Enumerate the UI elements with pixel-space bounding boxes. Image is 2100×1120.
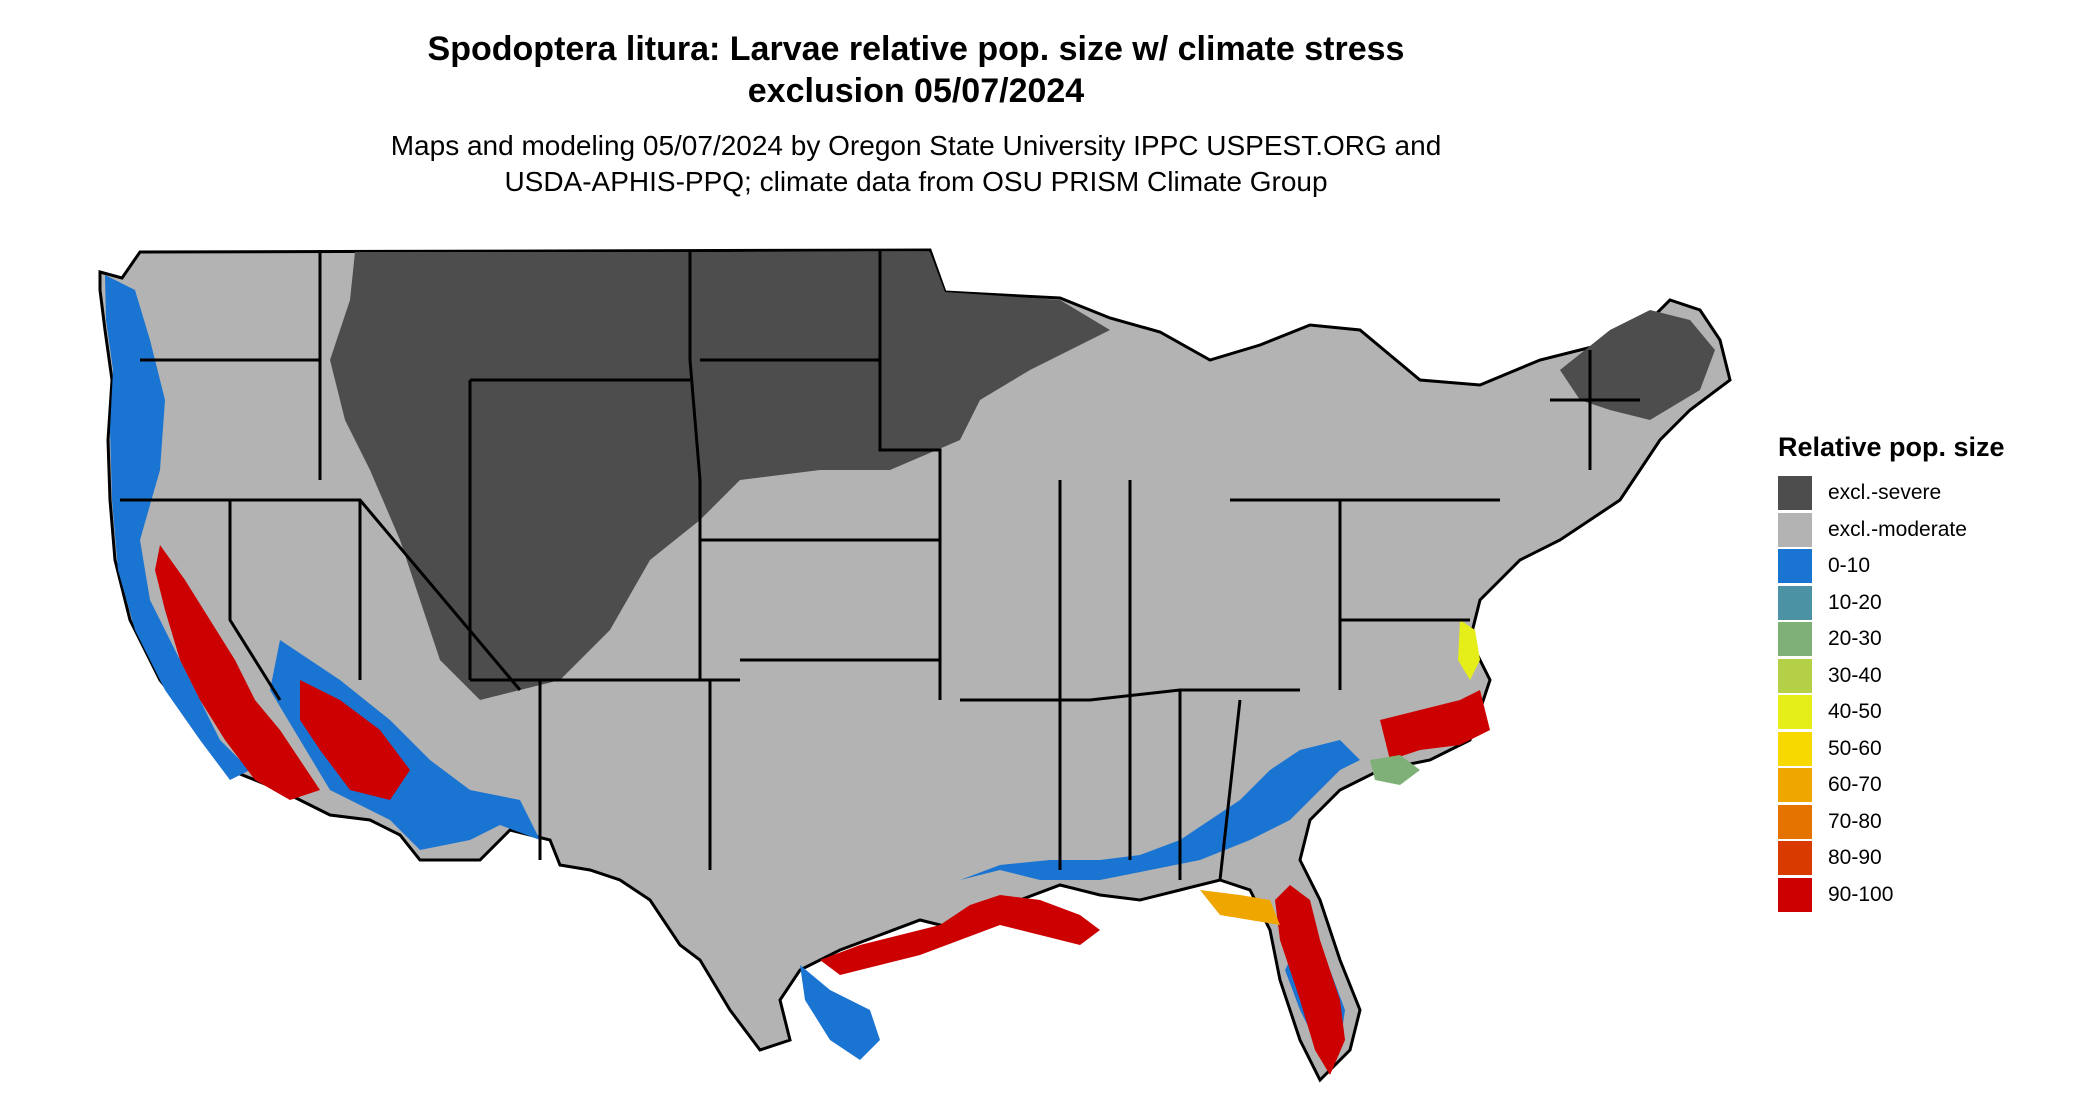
- legend-label: 70-80: [1828, 809, 1882, 833]
- zone-0-10-southwest: [270, 640, 540, 850]
- legend-swatch: [1778, 877, 1812, 912]
- legend-label: 30-40: [1828, 663, 1882, 687]
- legend-swatch: [1778, 476, 1812, 511]
- legend-swatch: [1778, 622, 1812, 657]
- state-borders: [120, 250, 1640, 881]
- title-line-2: exclusion 05/07/2024: [747, 72, 1085, 110]
- zone-90-100-arizona: [300, 680, 410, 800]
- zone-0-10-pacific-coast: [105, 275, 250, 780]
- title-line-1: Spodoptera litura: Larvae relative pop. …: [427, 30, 1405, 68]
- legend-swatch: [1778, 512, 1812, 547]
- us-map: [98, 248, 1732, 1083]
- severe-exclusion-northeast: [1560, 310, 1715, 420]
- zone-50-70-gulf-band: [1200, 890, 1280, 925]
- zone-40-50-virginia: [1458, 620, 1480, 680]
- zone-0-10-southeast: [960, 740, 1360, 880]
- legend-item: excl.-severe: [1778, 475, 2005, 512]
- legend-label: 60-70: [1828, 773, 1882, 797]
- legend-item: 20-30: [1778, 621, 2005, 658]
- zone-20-30-carolina: [1370, 755, 1420, 785]
- legend-item: 50-60: [1778, 731, 2005, 768]
- legend-label: 90-100: [1828, 882, 1894, 906]
- legend-item: 60-70: [1778, 767, 2005, 804]
- legend-swatch: [1778, 585, 1812, 620]
- legend-swatch: [1778, 695, 1812, 730]
- legend-swatch: [1778, 841, 1812, 876]
- legend: Relative pop. size excl.-severe excl.-mod…: [1778, 432, 2005, 913]
- legend-label: 0-10: [1828, 554, 1871, 578]
- zone-90-100-california: [155, 545, 320, 800]
- zone-90-100-florida: [1275, 885, 1345, 1075]
- legend-swatch: [1778, 804, 1812, 839]
- legend-items: excl.-severe excl.-moderate 0-10 10-20 20-30…: [1778, 475, 2005, 913]
- legend-item: 0-10: [1778, 548, 2005, 585]
- legend-label: excl.-severe: [1828, 481, 1942, 505]
- legend-item: 10-20: [1778, 585, 2005, 622]
- legend-swatch: [1778, 731, 1812, 766]
- legend-item: 30-40: [1778, 658, 2005, 695]
- zone-90-100-carolina-coast: [1380, 690, 1490, 760]
- subtitle-line-2: USDA-APHIS-PPQ; climate data from OSU PR…: [504, 166, 1328, 197]
- legend-label: 50-60: [1828, 736, 1882, 760]
- legend-label: 10-20: [1828, 590, 1882, 614]
- legend-item: 40-50: [1778, 694, 2005, 731]
- legend-item: 90-100: [1778, 877, 2005, 914]
- legend-title: Relative pop. size: [1778, 432, 2005, 462]
- legend-swatch: [1778, 658, 1812, 693]
- subtitle-line-1: Maps and modeling 05/07/2024 by Oregon S…: [390, 130, 1442, 161]
- legend-item: excl.-moderate: [1778, 512, 2005, 549]
- zone-0-10-gulf-texas: [800, 965, 880, 1060]
- legend-item: 80-90: [1778, 840, 2005, 877]
- legend-label: 40-50: [1828, 700, 1882, 724]
- legend-label: excl.-moderate: [1828, 517, 1967, 541]
- zone-90-100-texas-gulf: [820, 895, 1100, 975]
- legend-swatch: [1778, 549, 1812, 584]
- legend-label: 80-90: [1828, 846, 1882, 870]
- legend-label: 20-30: [1828, 627, 1882, 651]
- severe-exclusion-north: [330, 252, 1110, 700]
- legend-item: 70-80: [1778, 804, 2005, 841]
- legend-swatch: [1778, 768, 1812, 803]
